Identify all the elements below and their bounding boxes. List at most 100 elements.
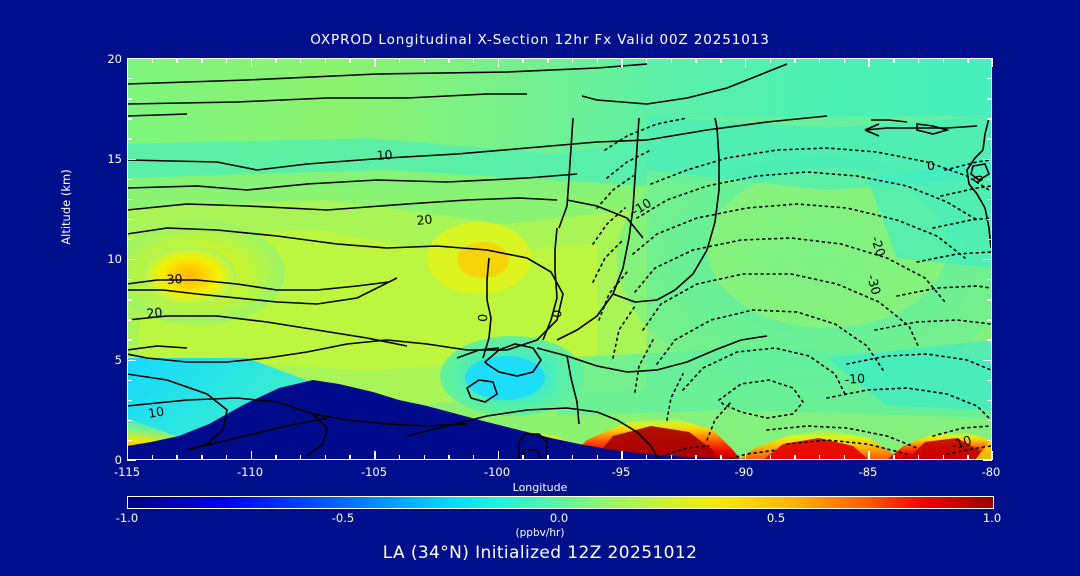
- axis-tick: [374, 451, 376, 460]
- axis-tick: [300, 455, 302, 460]
- axis-tick: [127, 218, 132, 221]
- colorbar: [127, 496, 994, 509]
- axis-tick: [942, 455, 944, 460]
- cbar-tick-1: 1.0: [982, 511, 1002, 525]
- axis-tick: [983, 58, 992, 60]
- cross-section-field: 10 20 30 20 10 0 0 0 -10 -20 -30 -10 -10…: [127, 58, 992, 460]
- y-tick-5: 5: [114, 353, 122, 367]
- x-tick--115: -115: [113, 465, 141, 479]
- axis-tick: [374, 58, 376, 67]
- svg-text:-20: -20: [868, 234, 889, 258]
- axis-tick: [127, 299, 132, 301]
- svg-text:0: 0: [927, 158, 935, 173]
- axis-tick: [987, 98, 992, 100]
- axis-tick: [522, 455, 524, 460]
- axis-tick: [127, 178, 132, 180]
- axis-tick: [127, 238, 132, 241]
- colorbar-units: (ppbv/hr): [515, 527, 565, 539]
- terrain-mask: [127, 380, 767, 460]
- axis-tick: [127, 158, 136, 160]
- axis-tick: [987, 399, 992, 402]
- axis-tick: [621, 58, 623, 67]
- axis-tick: [547, 58, 549, 63]
- axis-tick: [917, 455, 920, 460]
- axis-tick: [893, 58, 895, 63]
- axis-tick: [987, 198, 992, 201]
- axis-tick: [127, 419, 132, 422]
- solid-contours: [127, 63, 992, 460]
- contour-labels: 10 20 30 20 10 0 0 0 -10 -20 -30 -10 -10…: [146, 147, 987, 453]
- axis-tick: [917, 58, 920, 63]
- x-tick--95: -95: [611, 465, 631, 479]
- axis-tick: [275, 455, 277, 460]
- svg-text:-10: -10: [949, 432, 973, 453]
- axis-tick: [983, 158, 992, 160]
- axis-tick: [225, 455, 228, 460]
- axis-tick: [127, 359, 136, 361]
- svg-text:0: 0: [475, 314, 490, 323]
- axis-tick: [127, 339, 132, 341]
- svg-text:0: 0: [970, 174, 986, 185]
- axis-tick: [127, 58, 136, 60]
- axis-tick: [497, 451, 500, 460]
- axis-tick: [324, 58, 327, 63]
- axis-tick: [983, 460, 992, 462]
- axis-tick: [987, 299, 992, 301]
- axis-tick: [987, 319, 992, 321]
- axis-tick: [646, 455, 648, 460]
- axis-tick: [720, 58, 722, 63]
- axis-tick: [127, 460, 136, 462]
- axis-tick: [744, 58, 747, 67]
- axis-tick: [127, 259, 136, 261]
- svg-text:-10: -10: [844, 371, 865, 387]
- axis-tick: [250, 58, 252, 67]
- x-tick--80: -80: [981, 465, 1001, 479]
- axis-tick: [423, 455, 425, 460]
- axis-tick: [967, 455, 969, 460]
- axis-tick: [127, 138, 132, 140]
- axis-tick: [127, 78, 132, 80]
- axis-tick: [769, 58, 771, 63]
- axis-tick: [794, 455, 796, 460]
- axis-tick: [987, 419, 992, 422]
- axis-tick: [720, 455, 722, 460]
- svg-text:20: 20: [416, 211, 433, 228]
- chart-title: OXPROD Longitudinal X-Section 12hr Fx Va…: [310, 32, 770, 48]
- axis-tick: [983, 259, 992, 261]
- axis-tick: [769, 455, 771, 460]
- axis-tick: [893, 455, 895, 460]
- axis-tick: [250, 451, 252, 460]
- axis-tick: [992, 58, 994, 67]
- x-tick--110: -110: [236, 465, 264, 479]
- axis-tick: [151, 58, 154, 63]
- axis-tick: [843, 58, 846, 63]
- axis-tick: [967, 58, 969, 63]
- axis-tick: [473, 58, 475, 63]
- axis-tick: [695, 455, 697, 460]
- y-tick-15: 15: [107, 152, 122, 166]
- cbar-tick--0.5: -0.5: [331, 511, 355, 525]
- axis-tick: [473, 455, 475, 460]
- axis-tick: [819, 58, 821, 63]
- axis-tick: [571, 455, 574, 460]
- cbar-tick--1: -1.0: [115, 511, 139, 525]
- axis-tick: [670, 455, 673, 460]
- axis-tick: [127, 451, 129, 460]
- axis-tick: [621, 451, 623, 460]
- axis-tick: [176, 58, 178, 63]
- axis-tick: [398, 455, 401, 460]
- axis-tick: [983, 359, 992, 361]
- x-axis-title: Longitude: [512, 481, 568, 494]
- axis-tick: [744, 451, 747, 460]
- axis-tick: [868, 451, 870, 460]
- y-tick-20: 20: [107, 52, 122, 66]
- axis-tick: [596, 58, 598, 63]
- axis-tick: [225, 58, 228, 63]
- dotted-contours: [592, 117, 992, 460]
- axis-tick: [571, 58, 574, 63]
- svg-text:0: 0: [549, 309, 565, 318]
- axis-tick: [987, 379, 992, 381]
- axis-tick: [275, 58, 277, 63]
- plot-area: 10 20 30 20 10 0 0 0 -10 -20 -30 -10 -10…: [127, 58, 992, 460]
